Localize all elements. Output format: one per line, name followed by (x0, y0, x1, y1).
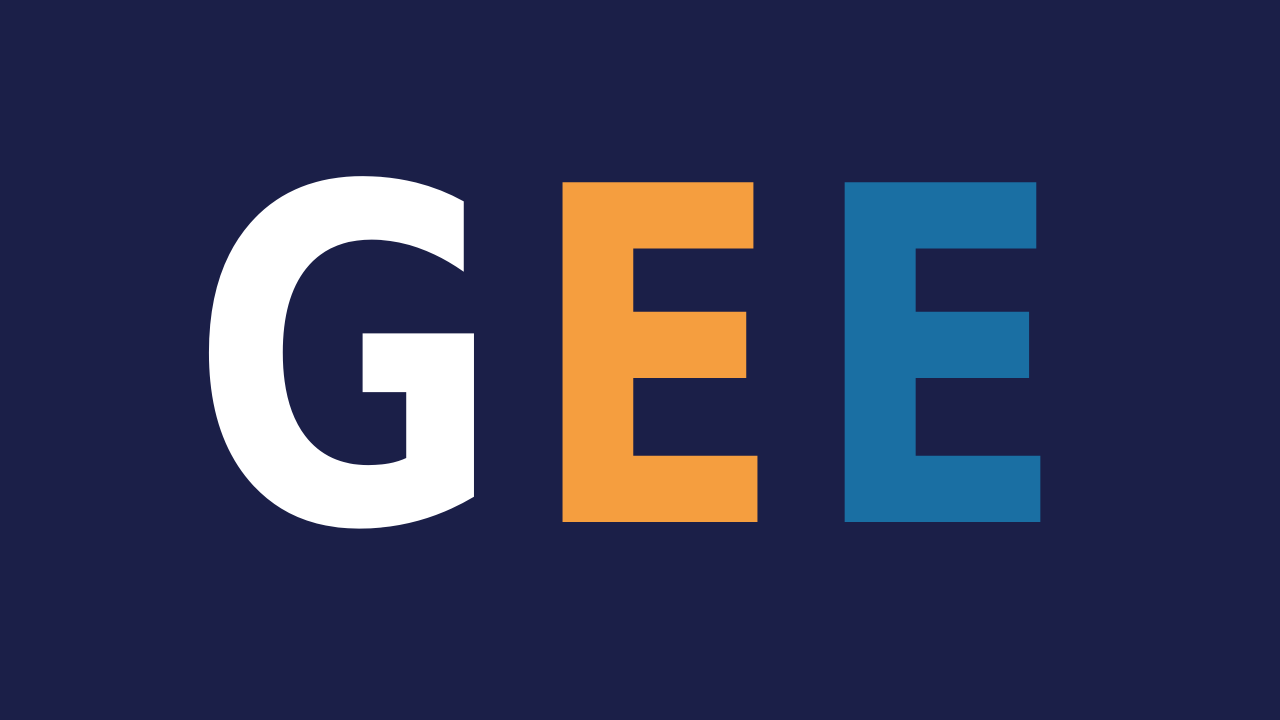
logo-letter: E (810, 89, 1068, 632)
logo-letter: E (528, 89, 785, 632)
logo-letter: G (190, 89, 502, 632)
